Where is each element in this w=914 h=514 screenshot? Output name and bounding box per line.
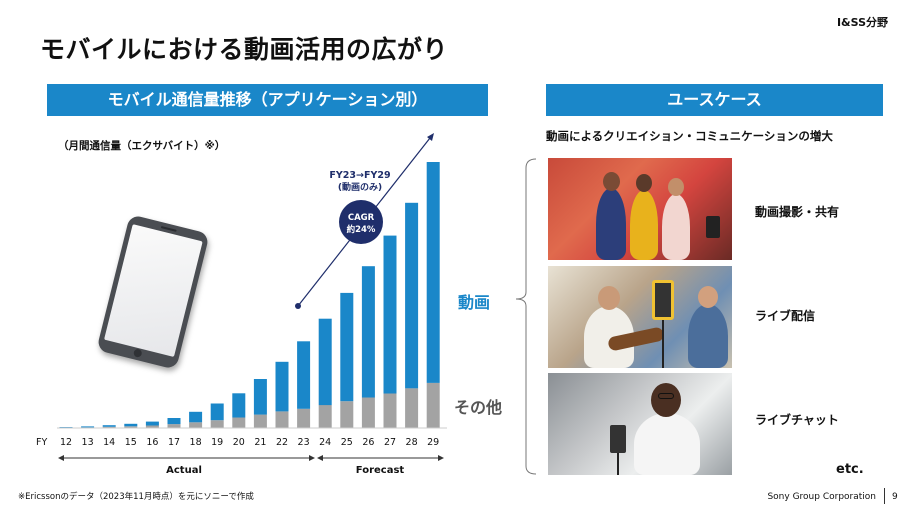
x-tick-label-25: 25: [341, 437, 353, 448]
bar-video-14: [102, 425, 116, 427]
live-chat-photo: [548, 373, 732, 475]
cagr-badge-value: 約24%: [347, 224, 376, 235]
cagr-scope-label: (動画のみ): [338, 181, 382, 193]
bar-video-20: [232, 393, 246, 418]
bar-other-15: [124, 426, 138, 428]
bar-other-27: [383, 393, 397, 428]
bar-video-16: [145, 421, 159, 426]
bar-video-22: [275, 361, 289, 412]
bar-other-18: [189, 422, 203, 428]
etc-label: etc.: [836, 462, 864, 477]
source-footnote: ※Ericssonのデータ（2023年11月時点）を元にソニーで作成: [18, 492, 254, 502]
use-case-subtitle: 動画によるクリエイション・コミュニケーションの増大: [546, 129, 833, 143]
cagr-period-label: FY23→FY29: [329, 170, 390, 181]
page-number: 9: [892, 492, 898, 502]
segment-tag: I&SS分野: [836, 16, 888, 29]
company-name: Sony Group Corporation: [767, 492, 876, 502]
x-tick-label-23: 23: [298, 437, 310, 448]
x-tick-label-22: 22: [276, 437, 288, 448]
use-case-section-title: ユースケース: [546, 84, 883, 116]
bar-other-19: [210, 420, 224, 428]
x-tick-label-18: 18: [190, 437, 202, 448]
video-sharing-photo: [548, 158, 732, 260]
bar-video-19: [210, 403, 224, 421]
use-case-bracket: [515, 158, 537, 475]
bar-other-22: [275, 411, 289, 428]
bar-other-21: [253, 414, 267, 428]
x-tick-label-29: 29: [427, 437, 439, 448]
page-title: モバイルにおける動画活用の広がり: [40, 35, 449, 64]
bar-other-25: [340, 401, 354, 428]
bar-video-12: [59, 427, 73, 428]
actual-period-arrow: [58, 455, 315, 461]
cagr-badge-label: CAGR: [348, 213, 375, 223]
x-tick-label-15: 15: [125, 437, 137, 448]
forecast-label: Forecast: [356, 465, 405, 476]
use-case-live-chat: ライブチャット: [755, 413, 839, 427]
x-tick-label-20: 20: [233, 437, 245, 448]
bar-video-15: [124, 423, 138, 427]
bar-video-13: [81, 426, 95, 428]
x-tick-label-13: 13: [82, 437, 94, 448]
x-tick-label-12: 12: [60, 437, 72, 448]
x-tick-label-19: 19: [211, 437, 223, 448]
forecast-period-arrow: [317, 455, 444, 461]
bar-video-17: [167, 418, 181, 425]
use-case-video-sharing: 動画撮影・共有: [755, 205, 840, 219]
chart-section-title: モバイル通信量推移（アプリケーション別）: [47, 84, 488, 116]
series-label-video: 動画: [458, 293, 491, 312]
bar-other-20: [232, 417, 246, 428]
bar-video-26: [361, 266, 375, 398]
live-streaming-photo: [548, 266, 732, 368]
series-label-other: その他: [454, 398, 503, 417]
bar-other-14: [102, 426, 116, 428]
fy-axis-prefix: FY: [36, 437, 47, 448]
bar-video-18: [189, 411, 203, 423]
bar-video-25: [340, 292, 354, 402]
cagr-badge: [339, 200, 383, 244]
bar-other-17: [167, 424, 181, 428]
footer-divider: [884, 488, 885, 504]
bar-video-21: [253, 379, 267, 415]
bar-other-24: [318, 405, 332, 428]
x-tick-label-26: 26: [362, 437, 374, 448]
bar-video-23: [297, 341, 311, 409]
unit-label: （月間通信量（エクサバイト）※）: [58, 140, 226, 152]
x-tick-label-28: 28: [406, 437, 418, 448]
x-tick-label-17: 17: [168, 437, 180, 448]
x-tick-label-24: 24: [319, 437, 331, 448]
bar-other-29: [426, 382, 440, 428]
x-tick-label-16: 16: [146, 437, 158, 448]
bar-other-26: [361, 397, 375, 428]
bar-other-23: [297, 408, 311, 428]
x-tick-label-27: 27: [384, 437, 396, 448]
use-case-live-streaming: ライブ配信: [755, 309, 816, 323]
x-tick-label-14: 14: [103, 437, 115, 448]
x-tick-label-21: 21: [254, 437, 266, 448]
bar-video-29: [426, 162, 440, 383]
actual-label: Actual: [166, 465, 202, 476]
bar-video-24: [318, 318, 332, 406]
bar-other-28: [405, 388, 419, 428]
bar-other-16: [145, 425, 159, 428]
bar-video-28: [405, 202, 419, 389]
bar-video-27: [383, 235, 397, 394]
